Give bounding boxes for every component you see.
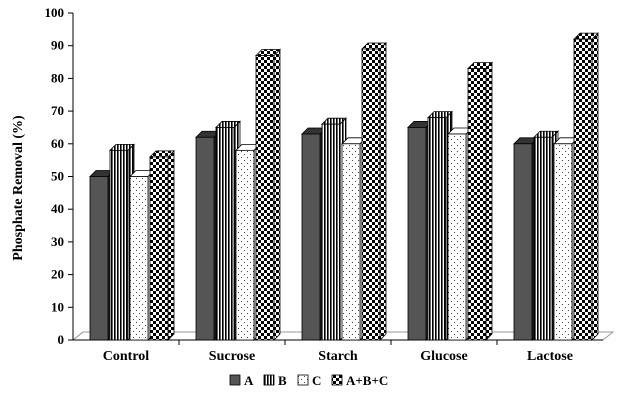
y-tick-label: 50 xyxy=(51,169,64,184)
bar-front xyxy=(215,127,235,341)
category-label: Glucose xyxy=(420,349,467,364)
bar xyxy=(149,149,175,341)
legend-item: B xyxy=(263,373,287,388)
bar-front xyxy=(89,176,109,341)
bar-front xyxy=(149,156,169,341)
legend-swatch xyxy=(263,374,275,386)
legend: A B C A+B+C xyxy=(229,373,388,388)
bar-front xyxy=(553,143,573,341)
y-tick-label: 100 xyxy=(45,5,65,20)
bar-front xyxy=(255,55,275,341)
bar-front xyxy=(341,143,361,341)
y-tick-label: 30 xyxy=(51,234,64,249)
bar-front xyxy=(301,133,321,341)
category-label: Sucrose xyxy=(209,349,255,364)
y-tick-label: 40 xyxy=(51,201,64,216)
bar-front xyxy=(467,68,487,341)
legend-label: A+B+C xyxy=(346,373,388,388)
bar-side xyxy=(273,48,281,341)
bar-front xyxy=(321,123,341,341)
y-tick-label: 80 xyxy=(51,70,64,85)
bar-side xyxy=(379,42,387,341)
bar-front xyxy=(513,143,533,341)
y-tick-label: 70 xyxy=(51,103,64,118)
bar-front xyxy=(573,38,593,341)
y-tick-label: 90 xyxy=(51,38,64,53)
bar xyxy=(361,42,387,341)
bar-front xyxy=(361,48,381,341)
category-label: Starch xyxy=(318,349,358,364)
legend-label: B xyxy=(278,373,287,388)
y-ticks-group: 0 10 20 30 40 50 60 70 80 90 100 xyxy=(45,5,73,347)
y-tick-label: 20 xyxy=(51,267,64,282)
legend-item: A xyxy=(229,373,254,388)
bar-front xyxy=(195,136,215,341)
legend-swatch xyxy=(297,374,309,386)
legend-swatch xyxy=(229,374,241,386)
bar-side xyxy=(591,32,599,341)
bar-front xyxy=(447,133,467,341)
category-label: Lactose xyxy=(527,349,573,364)
bars-group xyxy=(89,32,599,341)
category-labels-group: Control Sucrose Starch Glucose Lactose xyxy=(103,340,573,364)
bar-side xyxy=(485,61,493,341)
bar xyxy=(467,61,493,341)
legend-item: A+B+C xyxy=(331,373,388,388)
bar-front xyxy=(407,127,427,341)
legend-label: C xyxy=(312,373,321,388)
bar xyxy=(255,48,281,341)
bar-front xyxy=(235,149,255,341)
bar xyxy=(573,32,599,341)
bar-side xyxy=(167,149,175,341)
bar-front xyxy=(427,117,447,341)
legend-label: A xyxy=(244,373,254,388)
bar-front xyxy=(129,176,149,341)
y-axis-label: Phosphate Removal (%) xyxy=(11,115,26,261)
y-tick-label: 60 xyxy=(51,136,64,151)
category-label: Control xyxy=(103,349,150,364)
y-tick-label: 0 xyxy=(58,332,65,347)
y-tick-label: 10 xyxy=(51,299,64,314)
bar-front xyxy=(109,149,129,341)
legend-item: C xyxy=(297,373,321,388)
legend-swatch xyxy=(331,374,343,386)
bar-front xyxy=(533,136,553,341)
